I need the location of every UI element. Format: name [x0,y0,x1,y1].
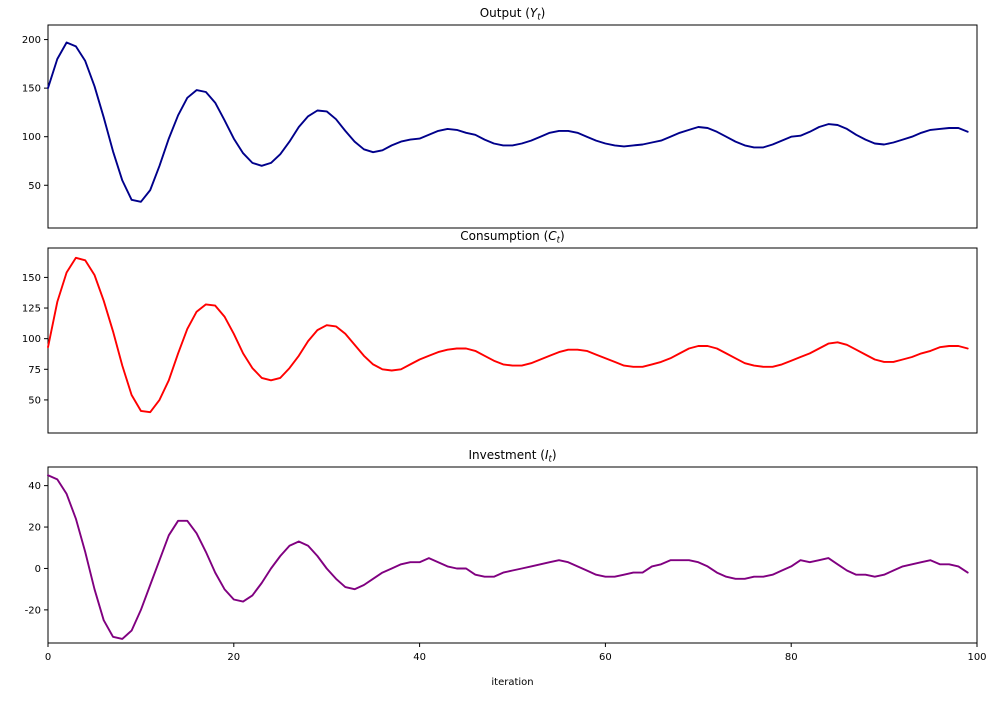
axes-spines [47,466,978,644]
axes-spines [47,247,978,434]
x-axis-label: iteration [491,677,533,688]
y-tick-label: 200 [22,35,41,46]
subplot-title: Investment (It) [468,448,556,465]
series-line-consumption [47,256,969,414]
x-tick-label: 20 [227,652,240,663]
x-tick-label: 80 [785,652,798,663]
y-tick-label: 50 [28,395,41,406]
subplot-consumption: 50 75 100 125 150 Consumption (Ct) [22,229,978,434]
y-tick-label: 0 [35,564,41,575]
series-line-output [47,41,969,203]
x-tick-label: 100 [967,652,986,663]
y-tick-label: 125 [22,304,41,315]
series-line-investment [47,474,969,640]
y-tick-label: 100 [22,334,41,345]
subplot-title: Consumption (Ct) [460,229,564,246]
x-tick-label: 60 [599,652,612,663]
y-tick-label: -20 [25,605,41,616]
subplot-investment: -20 0 20 40 0 20 40 60 80 100 iteration Investment … [25,448,987,688]
y-tick-label: 150 [22,273,41,284]
subplot-output: 50 100 150 200 Output (Yt) [22,6,978,229]
subplot-title: Output (Yt) [480,6,546,23]
y-tick-label: 40 [28,481,41,492]
x-tick-label: 40 [413,652,426,663]
x-tick-label: 0 [45,652,51,663]
y-tick-label: 100 [22,132,41,143]
y-tick-label: 20 [28,523,41,534]
y-tick-label: 150 [22,84,41,95]
y-tick-label: 50 [28,181,41,192]
axes-spines [47,24,978,229]
y-tick-label: 75 [28,365,41,376]
